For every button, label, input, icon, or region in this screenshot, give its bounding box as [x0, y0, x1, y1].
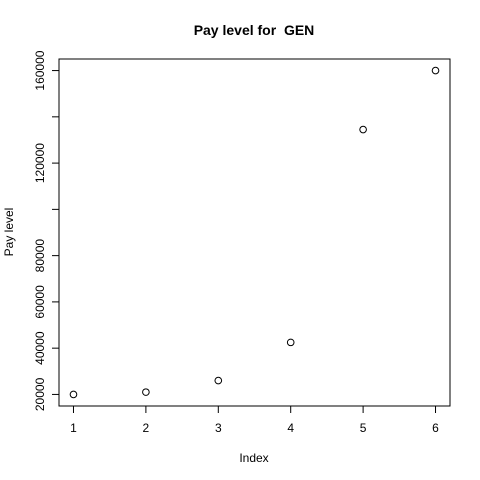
chart-title: Pay level for GEN: [194, 22, 315, 38]
plot-frame: [58, 58, 451, 407]
data-point: [286, 338, 295, 347]
y-tick-label: 160000: [33, 50, 47, 90]
data-point: [359, 125, 367, 134]
x-axis: 1 2 3 4 5 6: [70, 405, 439, 435]
data-point: [142, 388, 150, 396]
x-tick-label: 2: [143, 421, 150, 435]
x-axis-label: Index: [239, 451, 268, 465]
y-axis: 20000 40000 60000 80000 120000 160000: [33, 50, 60, 411]
x-tick-label: 5: [360, 421, 367, 435]
data-point: [69, 390, 78, 399]
x-tick-label: 6: [432, 421, 439, 435]
y-tick-label: 40000: [33, 331, 47, 365]
y-tick-label: 60000: [33, 285, 47, 319]
x-tick-label: 1: [70, 421, 77, 435]
x-tick-label: 4: [287, 421, 294, 435]
y-tick-label: 120000: [33, 143, 47, 183]
data-points: [69, 66, 440, 399]
y-tick-label: 20000: [33, 377, 47, 411]
y-tick-label: 80000: [33, 239, 47, 273]
x-tick-label: 3: [215, 421, 222, 435]
data-point: [214, 376, 223, 385]
y-axis-label: Pay level: [2, 208, 16, 257]
data-point: [431, 66, 440, 75]
